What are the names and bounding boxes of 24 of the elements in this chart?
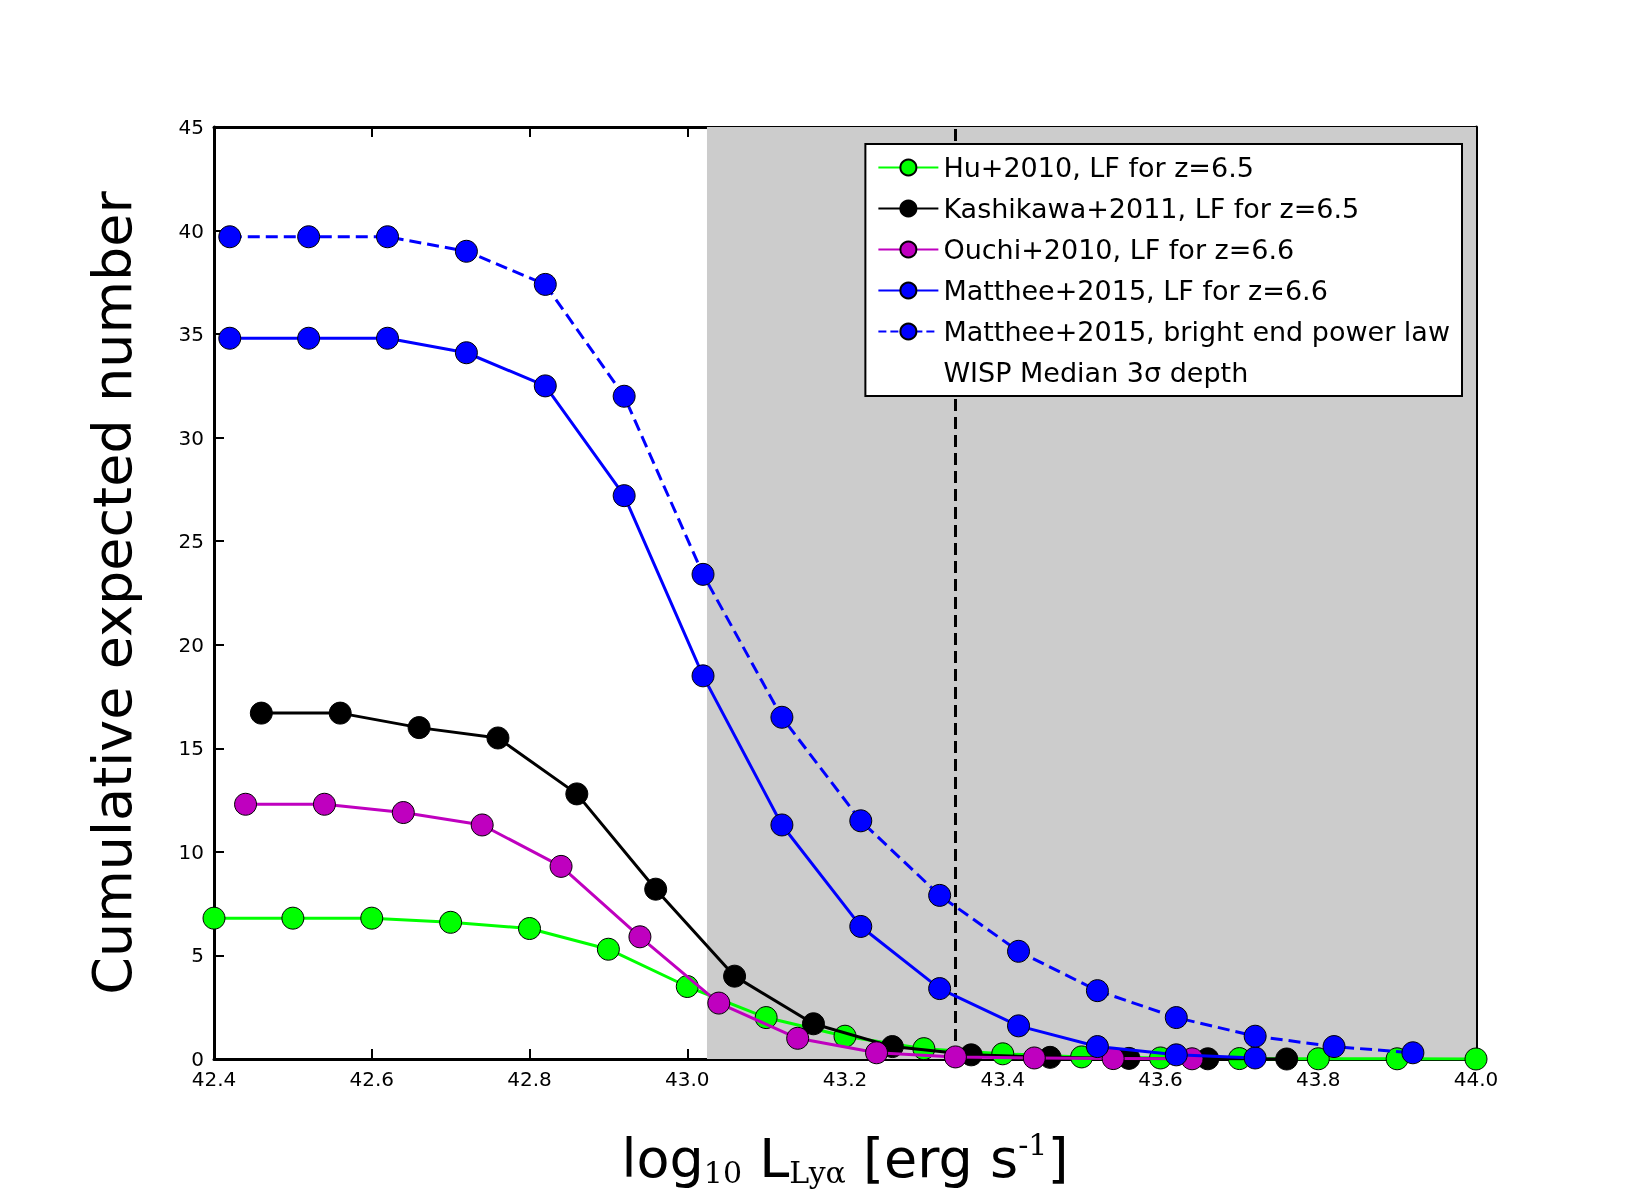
y-tick-label: 20	[178, 632, 204, 657]
x-tick-label: 43.4	[980, 1067, 1026, 1091]
x-tick-label: 44.0	[1453, 1067, 1499, 1091]
x-tick-label: 43.8	[1295, 1067, 1341, 1091]
y-tick-label: 10	[178, 839, 204, 864]
legend-label: Matthee+2015, bright end power law	[943, 316, 1451, 347]
x-tick-label: 43.0	[664, 1067, 710, 1091]
x-tick-label: 42.8	[507, 1067, 552, 1091]
legend-label: Ouchi+2010, LF for z=6.6	[943, 234, 1295, 265]
x-tick-label: 42.6	[349, 1067, 395, 1091]
ref-line-label: WISP Median 3σ depth	[943, 357, 1249, 388]
y-tick-label: 35	[178, 322, 204, 347]
y-tick-label: 40	[178, 218, 204, 243]
y-tick-label: 5	[191, 943, 204, 968]
y-tick-label: 25	[178, 529, 204, 554]
y-tick-label: 45	[178, 115, 204, 139]
legend-label: Matthee+2015, LF for z=6.6	[943, 275, 1328, 306]
y-tick-label: 30	[178, 425, 204, 450]
x-tick-label: 43.6	[1138, 1067, 1183, 1091]
legend-label: Hu+2010, LF for z=6.5	[943, 152, 1254, 183]
x-tick-label: 43.2	[822, 1067, 868, 1091]
y-axis-title: Cumulative expected number	[80, 190, 144, 995]
y-tick-label: 15	[178, 736, 204, 761]
legend-label: Kashikawa+2011, LF for z=6.5	[943, 193, 1360, 224]
